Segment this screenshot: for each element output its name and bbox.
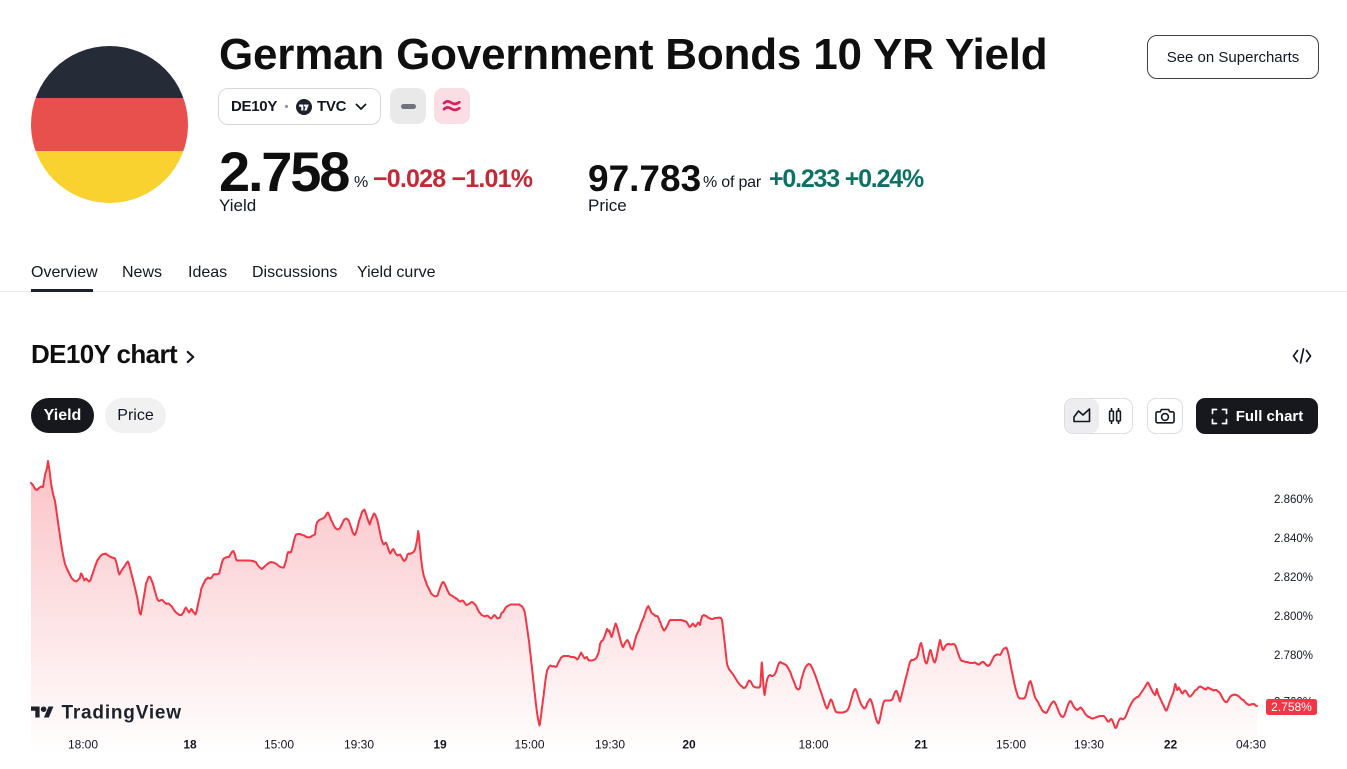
svg-text:19:30: 19:30 [1074,738,1104,752]
svg-text:22: 22 [1164,738,1178,752]
svg-text:15:00: 15:00 [264,738,294,752]
svg-text:19:30: 19:30 [344,738,374,752]
svg-text:2.758%: 2.758% [1271,700,1312,714]
svg-text:18:00: 18:00 [798,738,828,752]
svg-text:19: 19 [433,738,447,752]
svg-text:2.820%: 2.820% [1274,572,1313,584]
svg-text:18: 18 [183,738,197,752]
svg-text:TradingView: TradingView [62,703,182,724]
svg-text:15:00: 15:00 [514,738,544,752]
svg-text:2.840%: 2.840% [1274,533,1313,545]
svg-text:15:00: 15:00 [996,738,1026,752]
svg-text:2.800%: 2.800% [1274,611,1313,623]
svg-text:21: 21 [914,738,928,752]
svg-text:2.860%: 2.860% [1274,494,1313,506]
svg-text:19:30: 19:30 [595,738,625,752]
svg-text:04:30: 04:30 [1236,738,1266,752]
svg-text:2.780%: 2.780% [1274,650,1313,662]
svg-text:20: 20 [682,738,696,752]
svg-text:18:00: 18:00 [68,738,98,752]
